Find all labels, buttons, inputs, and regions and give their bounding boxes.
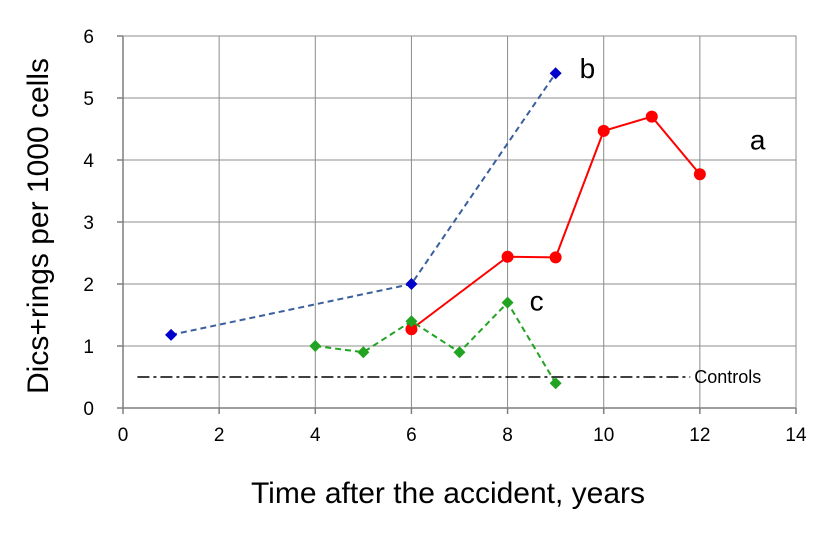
series-a-point [645,110,658,123]
series-a-point [549,251,562,264]
series-a-point [597,124,610,137]
x-axis-title: Time after the accident, years [251,477,645,510]
y-tick-label: 4 [83,151,94,172]
x-tick-label: 8 [502,425,513,446]
y-tick-label: 3 [83,213,94,234]
x-tick-label: 10 [593,425,614,446]
y-tick-label: 6 [83,27,94,48]
x-tick-label: 4 [310,425,321,446]
series-c-point [357,346,370,359]
series-a-point [693,168,706,181]
x-tick-label: 6 [406,425,417,446]
series-b-line [170,72,557,336]
series-a-point [405,323,418,336]
series-b-label: b [580,53,596,84]
series-c-point [549,377,562,390]
series-group [165,67,706,390]
series-labels: b a c [530,53,766,316]
series-c-line [315,300,557,384]
series-c-point [501,296,514,309]
y-tick-label: 5 [83,89,94,110]
series-a-point [501,250,514,263]
reference-line-group: Controls [137,367,761,387]
series-b-point [405,278,418,290]
series-b-point [165,328,178,341]
series-c-point [309,340,322,352]
y-tick-label: 0 [83,399,94,420]
x-tick-label: 12 [689,425,710,446]
x-tick-label: 14 [785,425,807,446]
y-tick-label: 2 [83,275,94,296]
series-c-label: c [530,286,544,317]
x-tick-label: 0 [118,425,129,446]
series-b-point [549,67,562,80]
y-tick-label: 1 [83,337,94,358]
x-tick-label: 2 [214,425,225,446]
grid [122,35,797,409]
axes [117,35,797,414]
series-a-line [410,115,701,331]
series-c-point [453,346,466,359]
controls-label: Controls [694,367,761,387]
series-a-label: a [750,124,766,155]
y-axis-title: Dics+rings per 1000 cells [22,58,55,394]
series-c-point [405,315,418,328]
